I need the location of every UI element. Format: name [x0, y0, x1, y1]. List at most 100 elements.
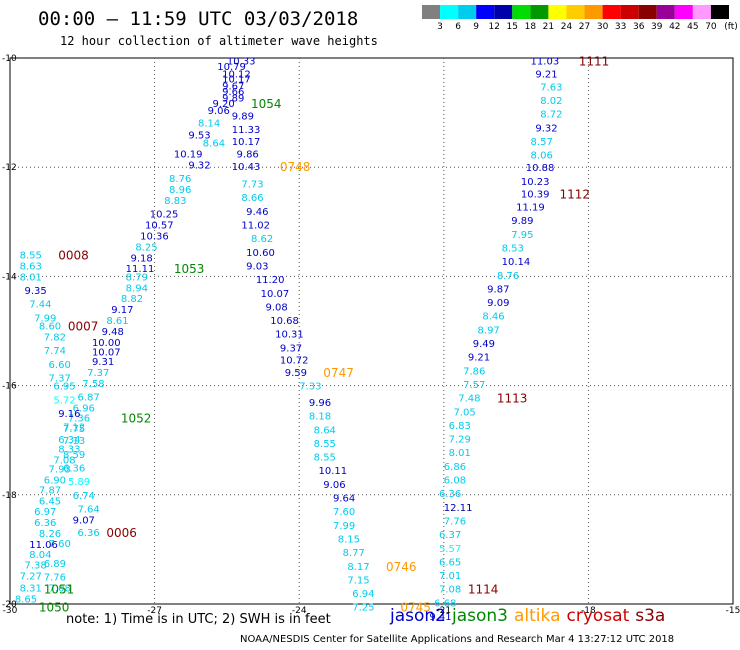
wave-height-value: 8.55 — [314, 439, 336, 450]
wave-height-value: 9.46 — [246, 207, 268, 218]
x-tick-label: -18 — [581, 606, 596, 616]
color-swatch — [656, 5, 675, 19]
wave-height-value: 7.87 — [39, 485, 61, 496]
wave-height-value: 6.08 — [444, 476, 466, 487]
satellite-legend: jason2 jason3 altika cryosat s3a — [390, 606, 671, 626]
wave-height-value: 9.89 — [232, 111, 254, 122]
wave-height-value: 8.01 — [449, 448, 471, 459]
wave-height-value: 8.46 — [482, 312, 504, 323]
wave-height-value: 7.73 — [241, 180, 263, 191]
legend-s3a: s3a — [635, 606, 666, 626]
wave-height-value: 8.01 — [20, 272, 42, 283]
chart-subtitle: 12 hour collection of altimeter wave hei… — [60, 34, 378, 48]
color-swatch — [566, 5, 585, 19]
wave-height-value: 8.97 — [478, 325, 500, 336]
wave-height-value: 7.93 — [49, 465, 71, 476]
legend-altika: altika — [514, 606, 561, 626]
legend-jason2: jason2 — [390, 606, 446, 626]
wave-height-value: 7.57 — [463, 380, 485, 391]
color-scale-tick: 39 — [651, 22, 663, 32]
wave-height-value: 9.89 — [511, 216, 533, 227]
wave-height-value: 6.36 — [77, 528, 99, 539]
wave-height-value: 7.44 — [29, 300, 51, 311]
wave-height-value: 7.74 — [44, 346, 66, 357]
wave-height-value: 10.14 — [502, 257, 531, 268]
wave-height-value: 10.39 — [521, 189, 550, 200]
wave-height-value: 6.89 — [44, 559, 66, 570]
wave-height-value: 9.32 — [188, 160, 210, 171]
pass-time-label: 0747 — [323, 366, 354, 380]
wave-height-value: 8.02 — [540, 96, 562, 107]
plot-frame — [9, 57, 734, 605]
wave-height-value: 7.08 — [49, 584, 71, 595]
wave-height-value: 8.59 — [63, 450, 85, 461]
color-scale-tick: 12 — [488, 22, 500, 32]
wave-height-value: 8.64 — [203, 139, 225, 150]
wave-height-value: 10.07 — [261, 289, 290, 300]
pass-time-label: 1050 — [39, 601, 70, 615]
color-scale-tick: 24 — [560, 22, 573, 32]
wave-height-value: 6.97 — [34, 507, 56, 518]
wave-height-value: 11.19 — [516, 203, 545, 214]
pass-time-label: 0006 — [106, 526, 137, 540]
wave-height-value: 7.76 — [444, 516, 466, 527]
pass-time-label: 1053 — [174, 262, 205, 276]
wave-height-value: 9.64 — [333, 494, 355, 505]
wave-height-value: 9.66 — [222, 87, 244, 98]
wave-height-value: 7.75 — [63, 424, 85, 435]
wave-height-value: 8.94 — [126, 283, 148, 294]
wave-height-value: 8.17 — [347, 562, 369, 573]
pass-time-label: 0745 — [400, 601, 431, 615]
pass-time-label: 1052 — [121, 411, 152, 425]
wave-height-value: 9.17 — [111, 305, 133, 316]
pass-time-label: 1111 — [579, 55, 610, 69]
wave-height-value: 8.77 — [343, 548, 365, 559]
wave-height-value: 6.36 — [63, 464, 85, 475]
wave-height-value: 8.63 — [20, 261, 42, 272]
x-tick-label: -27 — [147, 606, 162, 616]
color-scale-tick: 45 — [687, 22, 699, 32]
color-scale-tick: 33 — [614, 22, 627, 32]
pass-time-label: 1112 — [559, 187, 590, 201]
wave-height-value: 9.06 — [323, 480, 345, 491]
color-swatch — [584, 5, 603, 19]
wave-height-value: 10.00 — [92, 338, 121, 349]
wave-height-value: 8.61 — [106, 316, 128, 327]
wave-height-value: 10.25 — [150, 210, 179, 221]
wave-height-value: 9.21 — [535, 69, 557, 80]
wave-height-value: 11.02 — [241, 221, 270, 232]
wave-height-value: 10.79 — [217, 62, 246, 73]
wave-height-value: 7.12 — [63, 423, 85, 434]
wave-height-value: 7.08 — [53, 455, 75, 466]
wave-height-value: 10.57 — [145, 221, 174, 232]
wave-height-value: 7.01 — [439, 571, 461, 582]
wave-height-value: 7.99 — [333, 521, 355, 532]
wave-height-value: 7.82 — [44, 332, 66, 343]
wave-height-value: 5.89 — [68, 477, 90, 488]
color-scale-tick: 30 — [596, 22, 609, 32]
wave-height-value: 10.19 — [174, 150, 203, 161]
wave-height-value: 6.87 — [77, 393, 99, 404]
wave-height-value: 10.12 — [222, 69, 251, 80]
wave-height-value: 11.33 — [232, 125, 261, 136]
color-swatch — [494, 5, 513, 19]
wave-height-value: 8.82 — [121, 294, 143, 305]
wave-height-value: 8.76 — [497, 271, 519, 282]
wave-height-value: 7.64 — [77, 504, 99, 515]
x-tick-label: -21 — [436, 606, 451, 616]
wave-height-value: 10.68 — [270, 316, 299, 327]
wave-height-value: 6.83 — [449, 421, 471, 432]
wave-height-value: 7.99 — [34, 313, 56, 324]
wave-height-value: 8.83 — [164, 196, 186, 207]
y-tick-label: -14 — [2, 272, 17, 282]
wave-height-value: 8.31 — [20, 584, 42, 595]
wave-height-value: 11.11 — [126, 264, 155, 275]
wave-height-value: 9.37 — [280, 343, 302, 354]
wave-height-value: 7.86 — [463, 366, 485, 377]
wave-height-value: 8.66 — [241, 193, 263, 204]
wave-height-value: 6.96 — [73, 403, 95, 414]
x-tick-label: -30 — [3, 606, 18, 616]
color-scale-bar — [422, 5, 729, 19]
wave-height-value: 8.72 — [540, 110, 562, 121]
wave-height-value: 10.36 — [140, 231, 169, 242]
